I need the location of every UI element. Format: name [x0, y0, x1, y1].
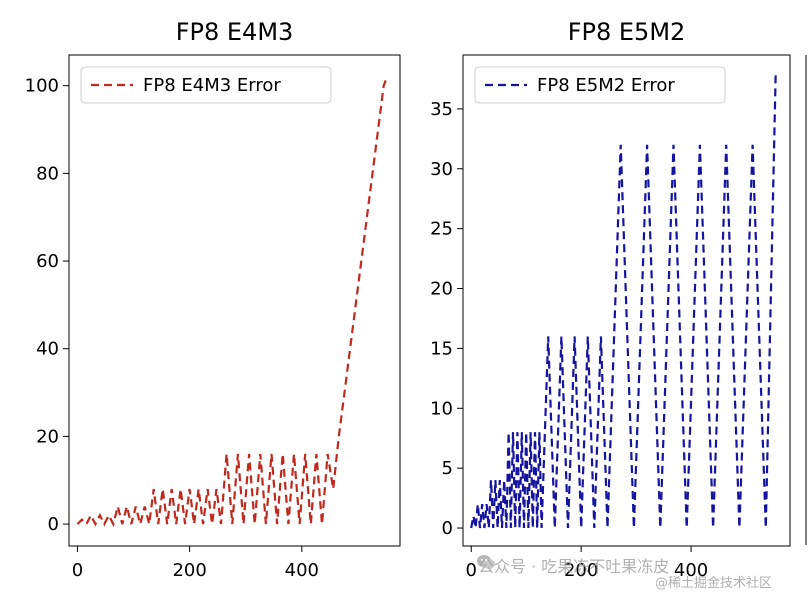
- wechat-logo-icon: [477, 555, 495, 569]
- axes-frame: [462, 54, 791, 547]
- legend-box: [474, 66, 726, 104]
- x-tick-label: 400: [285, 560, 319, 581]
- y-tick-label: 20: [430, 279, 453, 300]
- legend-label: FP8 E5M2 Error: [537, 75, 675, 96]
- legend-label: FP8 E4M3 Error: [143, 75, 281, 96]
- x-tick-label: 0: [466, 560, 477, 581]
- y-tick-label: 5: [442, 458, 453, 479]
- x-tick-label: 200: [172, 560, 206, 581]
- y-tick-label: 20: [36, 426, 59, 447]
- y-tick-label: 15: [430, 338, 453, 359]
- chart-fp8-e4m3: FP8 E4M3 0 200 400 0 20 40 60 80 100 FP8 E4M3 Erro…: [25, 18, 401, 581]
- y-tick-label: 10: [430, 398, 453, 419]
- y-tick-label: 35: [430, 99, 453, 120]
- x-tick-label: 0: [72, 560, 83, 581]
- y-tick-label: 100: [25, 76, 59, 97]
- y-tick-label: 25: [430, 219, 453, 240]
- watermark-wechat-account: 公众号 · 吃果冻不吐果冻皮: [478, 557, 670, 576]
- series-line: [76, 76, 389, 528]
- chart-title: FP8 E4M3: [176, 18, 294, 46]
- y-tick-label: 0: [48, 514, 59, 535]
- chart-fp8-e5m2: FP8 E5M2 0 200 400 0 5 10 15 20 25 30 35 FP8 E5M2 Er…: [430, 18, 791, 581]
- x-tick-label: 400: [674, 560, 708, 581]
- y-tick-label: 30: [430, 159, 453, 180]
- y-tick-label: 40: [36, 339, 59, 360]
- axes-frame: [68, 54, 401, 547]
- watermark-juejin: @稀土掘金技术社区: [655, 576, 773, 591]
- y-tick-label: 80: [36, 163, 59, 184]
- legend-box: [80, 66, 332, 104]
- chart-title: FP8 E5M2: [568, 18, 686, 46]
- y-tick-label: 0: [442, 518, 453, 539]
- series-line: [470, 72, 777, 529]
- y-tick-label: 60: [36, 251, 59, 272]
- x-tick-label: 200: [564, 560, 598, 581]
